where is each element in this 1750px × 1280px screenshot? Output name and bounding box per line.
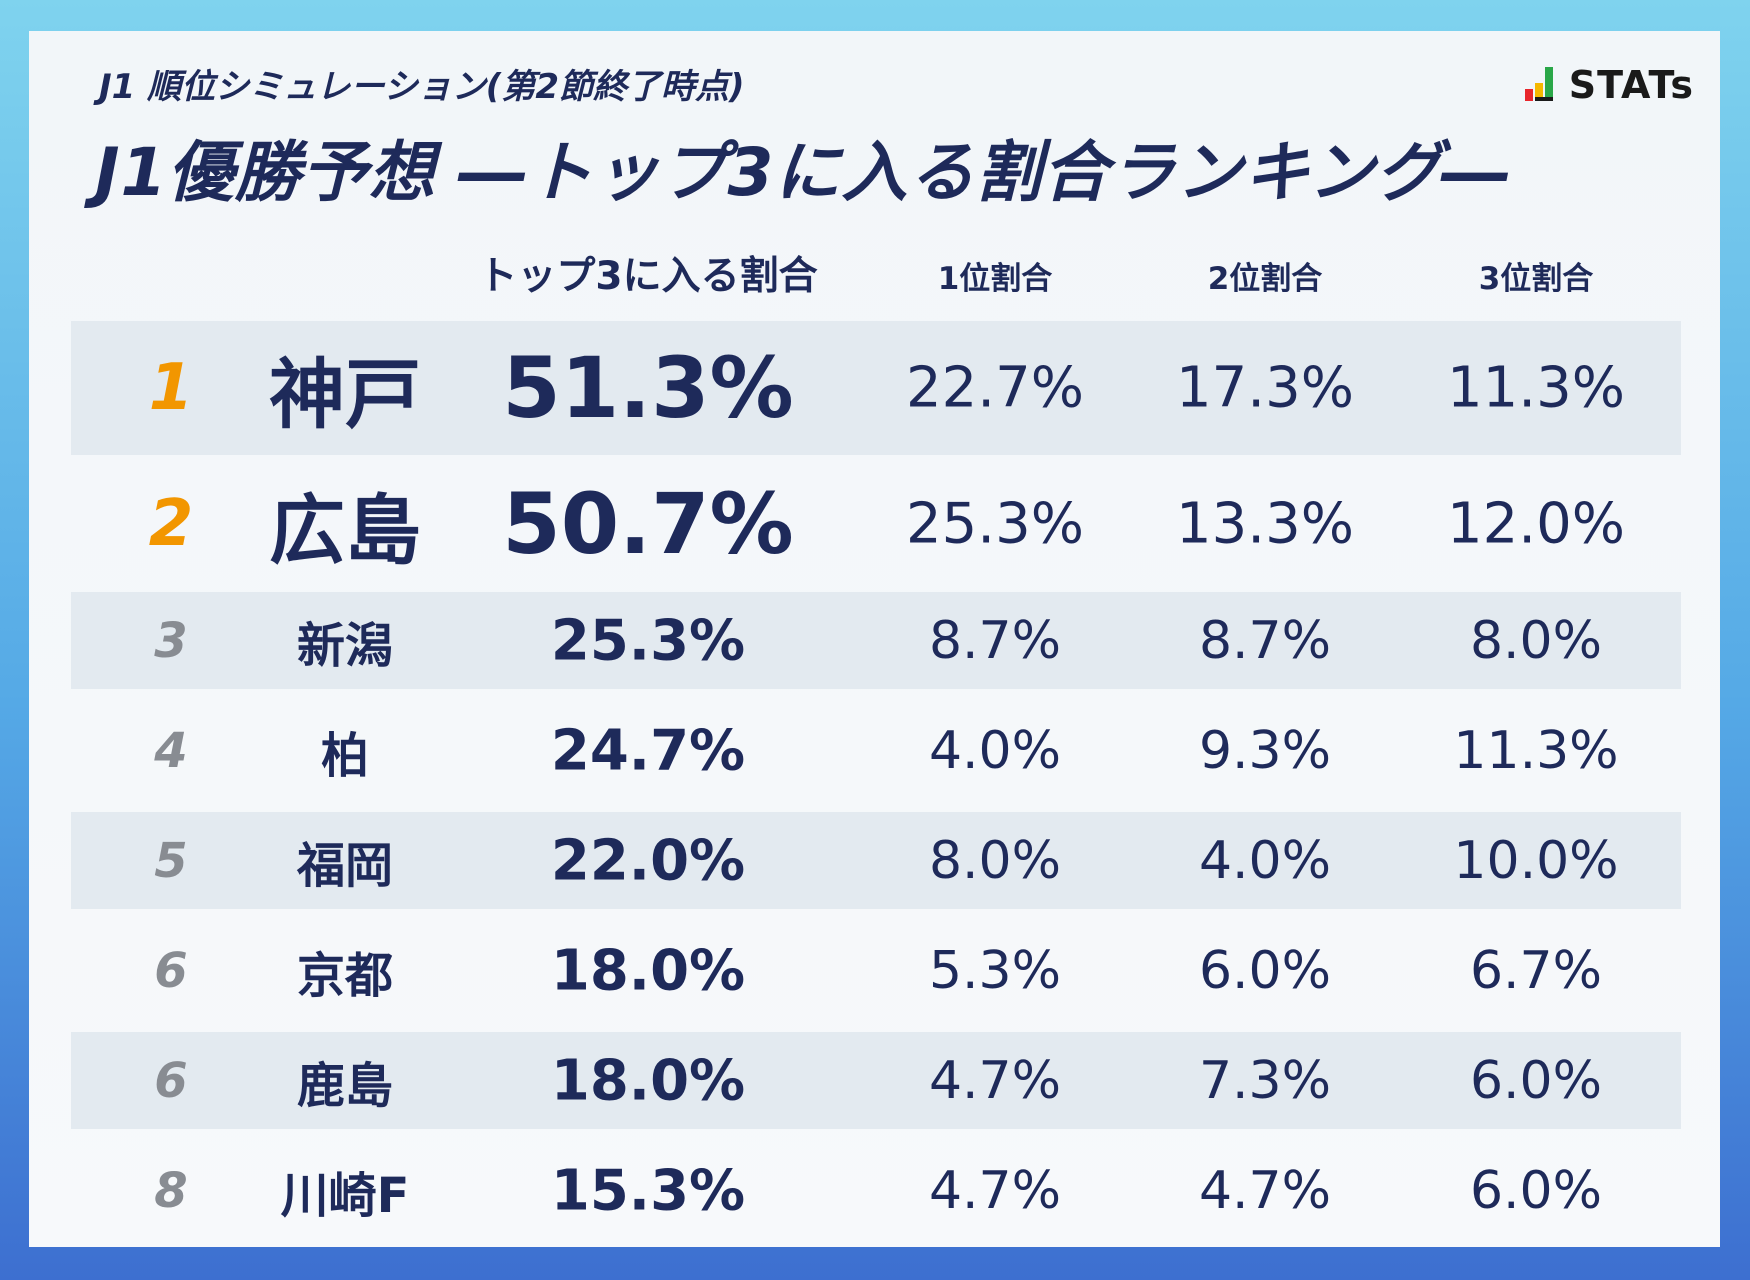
team-name: 川崎F	[280, 1167, 410, 1224]
stats-logo: STATs	[1524, 63, 1694, 107]
second-place-rate: 4.7%	[1198, 1160, 1332, 1221]
subtitle: J1 順位シミュレーション(第2節終了時点)	[99, 67, 745, 107]
second-place-rate: 7.3%	[1198, 1050, 1332, 1111]
top3-rate: 25.3%	[550, 608, 746, 673]
rank-number: 5	[154, 832, 188, 889]
team-name: 新潟	[296, 617, 394, 674]
third-place-rate: 10.0%	[1453, 830, 1619, 891]
second-place-rate: 9.3%	[1198, 720, 1332, 781]
first-place-rate: 4.0%	[928, 720, 1062, 781]
table-row: 6 京都 18.0% 5.3% 6.0% 6.7%	[71, 909, 1681, 1032]
third-place-rate: 11.3%	[1453, 720, 1619, 781]
table-row: 3 新潟 25.3% 8.7% 8.7% 8.0%	[71, 592, 1681, 689]
table-row: 8 川崎F 15.3% 4.7% 4.7% 6.0%	[71, 1129, 1681, 1252]
rank-number: 2	[148, 486, 194, 561]
top3-rate: 24.7%	[550, 718, 746, 783]
team-name: 柏	[320, 727, 370, 784]
team-name: 鹿島	[296, 1057, 394, 1114]
bar-chart-logo-icon	[1524, 67, 1553, 101]
top3-rate: 18.0%	[550, 1048, 746, 1113]
third-place-rate: 11.3%	[1447, 355, 1625, 421]
third-place-rate: 12.0%	[1447, 491, 1625, 556]
third-place-rate: 6.7%	[1469, 940, 1603, 1001]
team-name: 広島	[269, 485, 421, 575]
team-name: 京都	[296, 947, 394, 1004]
first-place-rate: 4.7%	[928, 1160, 1062, 1221]
rank-number: 8	[154, 1162, 188, 1219]
rank-number: 6	[154, 1052, 188, 1109]
table-row: 5 福岡 22.0% 8.0% 4.0% 10.0%	[71, 812, 1681, 909]
table-row: 2 広島 50.7% 25.3% 13.3% 12.0%	[71, 455, 1681, 592]
table-row: 1 神戸 51.3% 22.7% 17.3% 11.3%	[71, 321, 1681, 455]
first-place-rate: 5.3%	[928, 940, 1062, 1001]
top3-rate: 22.0%	[550, 828, 746, 893]
header-third: 3位割合	[1478, 261, 1594, 297]
top3-rate: 51.3%	[502, 339, 794, 437]
first-place-rate: 4.7%	[928, 1050, 1062, 1111]
second-place-rate: 17.3%	[1176, 355, 1354, 421]
header-second: 2位割合	[1207, 261, 1323, 297]
first-place-rate: 22.7%	[906, 355, 1084, 421]
top3-rate: 15.3%	[550, 1158, 746, 1223]
rank-number: 1	[148, 351, 194, 425]
third-place-rate: 6.0%	[1469, 1050, 1603, 1111]
first-place-rate: 8.7%	[928, 610, 1062, 671]
logo-text: STATs	[1568, 63, 1694, 107]
team-name: 神戸	[269, 350, 421, 439]
infographic-card: J1 順位シミュレーション(第2節終了時点) J1優勝予想 ―トップ3に入る割合…	[29, 31, 1720, 1247]
second-place-rate: 13.3%	[1176, 491, 1354, 556]
rank-number: 6	[154, 942, 188, 999]
column-headers: トップ3に入る割合 1位割合 2位割合 3位割合	[29, 241, 1720, 301]
first-place-rate: 8.0%	[928, 830, 1062, 891]
page-title: J1優勝予想 ―トップ3に入る割合ランキング―	[95, 134, 1510, 211]
table-row: 4 柏 24.7% 4.0% 9.3% 11.3%	[71, 689, 1681, 812]
third-place-rate: 6.0%	[1469, 1160, 1603, 1221]
rank-number: 4	[154, 722, 188, 779]
team-name: 福岡	[296, 837, 394, 894]
header-top3: トップ3に入る割合	[478, 254, 818, 299]
second-place-rate: 4.0%	[1198, 830, 1332, 891]
rank-number: 3	[154, 612, 188, 669]
second-place-rate: 8.7%	[1198, 610, 1332, 671]
top3-rate: 50.7%	[502, 474, 794, 573]
first-place-rate: 25.3%	[906, 491, 1084, 556]
third-place-rate: 8.0%	[1469, 610, 1603, 671]
second-place-rate: 6.0%	[1198, 940, 1332, 1001]
header-first: 1位割合	[937, 261, 1053, 297]
ranking-table: 1 神戸 51.3% 22.7% 17.3% 11.3% 2 広島 50.7% 25.3% 13.3…	[71, 321, 1681, 1252]
table-row: 6 鹿島 18.0% 4.7% 7.3% 6.0%	[71, 1032, 1681, 1129]
top3-rate: 18.0%	[550, 938, 746, 1003]
